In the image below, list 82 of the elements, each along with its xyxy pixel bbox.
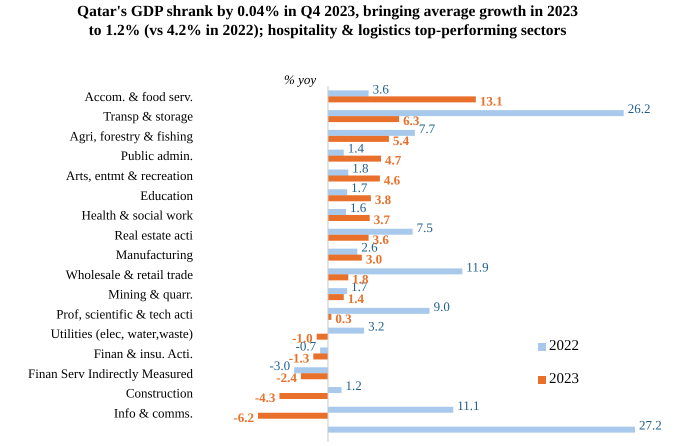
y-tick-label: Public admin. [120, 148, 193, 164]
bar [328, 254, 362, 261]
bar [328, 308, 430, 314]
data-label: 26.2 [628, 101, 650, 116]
data-label: 27.2 [639, 418, 662, 433]
bar [328, 387, 342, 394]
data-label: 7.5 [416, 220, 433, 235]
bar [328, 136, 389, 142]
data-label: 3.0 [366, 252, 382, 267]
y-tick-label: Finan Serv Indirectly Measured [28, 366, 194, 381]
bar [258, 412, 328, 419]
data-label: 4.7 [385, 152, 402, 168]
data-label: 0.3 [335, 310, 352, 326]
bar [328, 195, 371, 202]
bar [328, 130, 415, 136]
data-label: -1.3 [288, 350, 310, 366]
bar [328, 228, 413, 235]
data-label: 9.0 [434, 298, 450, 314]
bar [328, 110, 624, 116]
bar [328, 150, 344, 156]
bar [328, 116, 400, 122]
bar [328, 169, 348, 176]
bar [328, 288, 348, 294]
y-tick-label: Utilities (elec, water,waste) [50, 326, 193, 342]
y-tick-label: Prof, scientific & tech acti [56, 306, 194, 322]
bar [328, 328, 364, 334]
data-label: 4.6 [384, 172, 401, 188]
bar [328, 90, 369, 96]
y-tick-label: Health & social work [81, 208, 194, 223]
y-tick-label: Arts, entmt & recreation [66, 168, 194, 183]
y-tick-label: Mining & quarr. [108, 286, 193, 302]
bar [328, 426, 635, 433]
data-label: 11.9 [466, 259, 489, 274]
legend-label: 2022 [549, 338, 579, 355]
y-tick-label: Agri, forestry & fishing [70, 128, 194, 144]
bar [316, 334, 328, 340]
bar [328, 189, 348, 196]
data-label: 1.7 [351, 180, 368, 196]
bar [328, 294, 344, 300]
y-tick-label: Transp & storage [103, 108, 194, 124]
x-axis-title: % yoy [284, 72, 316, 88]
data-label: 1.4 [348, 291, 365, 306]
data-label: 1.4 [348, 140, 365, 156]
data-label: 1.6 [350, 200, 367, 216]
data-label: 3.7 [374, 212, 390, 228]
bar [328, 248, 358, 255]
bar [328, 175, 380, 182]
data-label: 6.3 [403, 113, 420, 128]
y-tick-label: Finan & insu. Acti. [94, 346, 193, 361]
bar [300, 373, 328, 380]
data-label: 1.2 [346, 378, 362, 394]
y-tick-label: Wholesale & retail trade [66, 266, 194, 282]
bar [328, 96, 476, 102]
y-tick-label: Education [140, 188, 194, 203]
data-label: -4.3 [254, 390, 276, 406]
data-label: 3.6 [372, 81, 390, 96]
y-tick-label: Accom. & food serv. [84, 88, 193, 104]
bar [328, 268, 462, 274]
data-label: 3.2 [368, 318, 384, 334]
bar [328, 156, 382, 162]
data-label: 1.8 [352, 160, 369, 176]
y-tick-label: Real estate acti [114, 227, 194, 242]
data-label: 7.7 [418, 120, 436, 136]
y-tick-label: Construction [126, 386, 194, 401]
data-label: 3.8 [374, 192, 392, 208]
data-label: -6.2 [233, 410, 254, 425]
data-label: 11.1 [457, 398, 480, 413]
bar [328, 274, 348, 280]
bar [328, 234, 369, 241]
data-label: 13.1 [480, 93, 503, 108]
bar [313, 353, 328, 360]
bar [328, 406, 454, 413]
bar [279, 393, 328, 400]
chart-title: Qatar's GDP shrank by 0.04% in Q4 2023, bringing average growth in 2023 to 1.2% (vs 4.2% in 2022); hospitality & logistics top-performing sectors [76, 2, 579, 40]
y-tick-label: Manufacturing [116, 247, 194, 262]
bar [328, 209, 346, 216]
y-tick-label: Info & comms. [114, 405, 193, 420]
bar [320, 347, 328, 354]
bar [328, 215, 370, 222]
bar [294, 367, 328, 374]
data-label: 5.4 [392, 132, 410, 148]
legend-label: 2023 [549, 371, 579, 388]
